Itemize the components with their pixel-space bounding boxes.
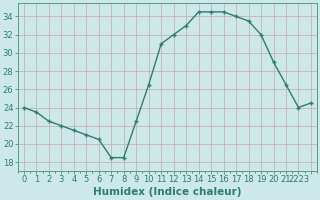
X-axis label: Humidex (Indice chaleur): Humidex (Indice chaleur)	[93, 187, 242, 197]
